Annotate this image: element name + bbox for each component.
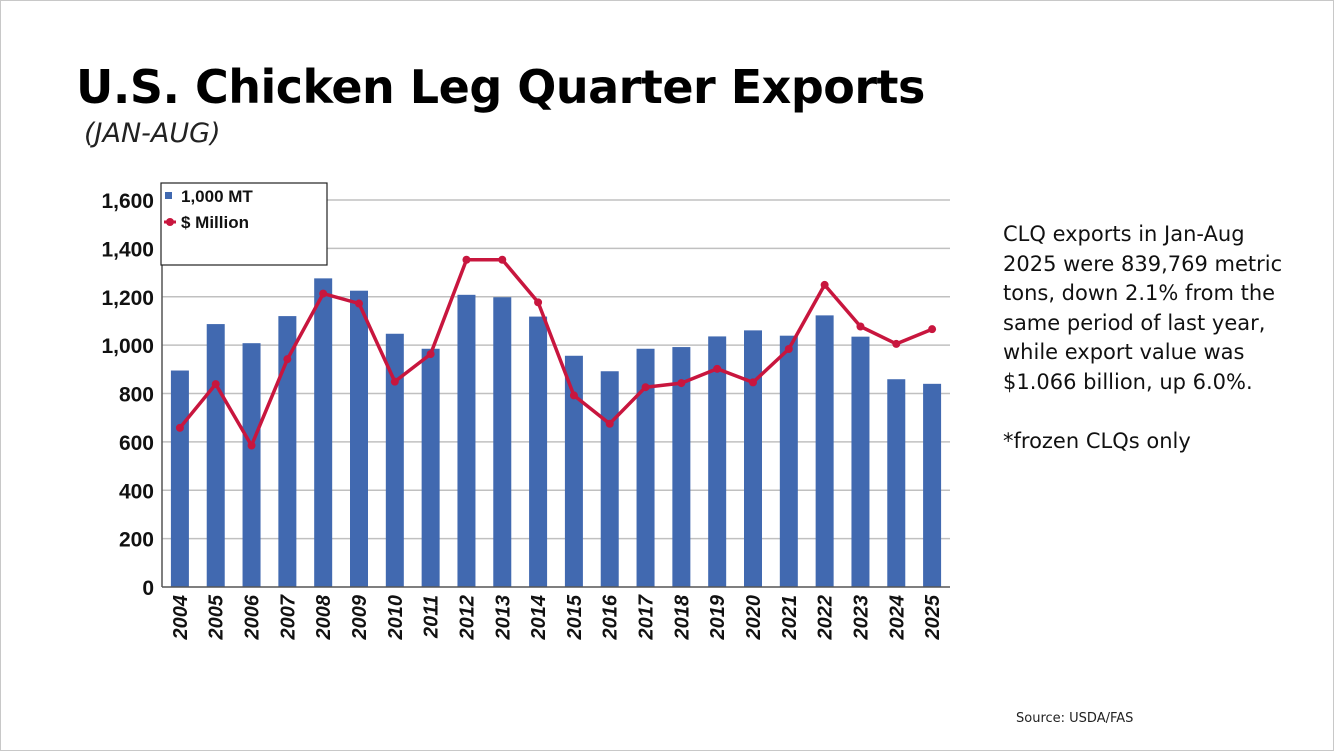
- bar-2007: [278, 316, 297, 587]
- line-series: [175, 255, 937, 450]
- summary-footnote: *frozen CLQs only: [1003, 429, 1191, 453]
- point-2018: [677, 379, 686, 388]
- bar-2010: [385, 333, 404, 587]
- bar-2018: [672, 347, 691, 587]
- point-2014: [534, 298, 543, 307]
- point-2005: [211, 380, 220, 389]
- bar-2019: [708, 336, 727, 587]
- bar-2021: [779, 335, 798, 587]
- bar-2020: [744, 330, 762, 587]
- page-title: U.S. Chicken Leg Quarter Exports: [76, 60, 925, 114]
- page-subtitle: (JAN-AUG): [84, 118, 221, 149]
- x-tick-label: 2011: [421, 595, 443, 639]
- point-2016: [605, 419, 614, 428]
- point-2021: [784, 344, 793, 353]
- point-2004: [175, 423, 184, 432]
- summary-text: CLQ exports in Jan-Aug 2025 were 839,769…: [1003, 220, 1303, 457]
- line-dollar-million: [178, 257, 933, 448]
- tick-labels: 0 200 400 600 800 1,000 1,200 1,400 1,600 2004 200…: [101, 190, 944, 641]
- bar-2008: [314, 278, 333, 587]
- y-tick-label: 1,000: [101, 335, 154, 358]
- point-2012: [462, 255, 471, 264]
- x-tick-label: 2020: [743, 595, 765, 641]
- point-2025: [928, 325, 937, 334]
- x-tick-label: 2013: [492, 595, 514, 641]
- x-tick-label: 2010: [385, 595, 407, 641]
- bar-2009: [350, 290, 368, 587]
- x-tick-label: 2019: [707, 594, 729, 640]
- legend-label-bars: 1,000 MT: [181, 187, 253, 206]
- point-2013: [498, 255, 507, 264]
- point-2009: [355, 299, 363, 308]
- point-2017: [641, 383, 650, 392]
- source-note: Source: USDA/FAS: [1016, 711, 1134, 726]
- y-tick-label: 200: [119, 529, 154, 552]
- y-tick-label: 1,600: [101, 190, 154, 213]
- x-tick-label: 2005: [206, 594, 228, 640]
- summary-paragraph: CLQ exports in Jan-Aug 2025 were 839,769…: [1003, 222, 1283, 394]
- legend-box: [160, 182, 328, 266]
- point-2024: [892, 339, 901, 348]
- bar-2012: [457, 294, 476, 587]
- bar-2015: [564, 355, 583, 587]
- point-2020: [749, 378, 757, 387]
- y-tick-label: 600: [119, 432, 154, 455]
- y-tick-label: 1,400: [101, 238, 154, 261]
- x-tick-label: 2025: [922, 594, 944, 640]
- point-2022: [820, 280, 829, 289]
- bar-2024: [887, 379, 906, 587]
- bar-2004: [170, 370, 189, 587]
- point-2015: [569, 391, 578, 400]
- bar-2016: [600, 371, 619, 587]
- x-tick-label: 2012: [456, 595, 478, 641]
- y-tick-label: 1,200: [101, 287, 154, 310]
- point-2008: [319, 289, 328, 298]
- x-tick-label: 2022: [815, 595, 837, 641]
- x-tick-label: 2021: [779, 595, 801, 641]
- point-2023: [856, 322, 865, 331]
- bar-series: [170, 278, 942, 587]
- x-tick-label: 2017: [636, 594, 658, 640]
- point-2019: [713, 364, 722, 373]
- y-tick-label: 0: [142, 577, 154, 600]
- bar-2014: [529, 316, 548, 587]
- x-tick-label: 2024: [886, 595, 908, 641]
- point-2006: [247, 441, 256, 450]
- x-tick-label: 2008: [313, 594, 335, 640]
- point-2011: [426, 350, 435, 359]
- y-tick-label: 400: [119, 480, 154, 503]
- legend-line-marker: [166, 218, 174, 226]
- x-tick-label: 2018: [671, 594, 693, 640]
- bar-2013: [493, 297, 512, 587]
- x-tick-label: 2014: [528, 595, 550, 641]
- x-tick-label: 2006: [242, 594, 264, 640]
- x-tick-label: 2009: [349, 594, 371, 640]
- bar-2017: [636, 348, 655, 587]
- x-tick-label: 2016: [600, 594, 622, 640]
- x-tick-label: 2007: [277, 594, 299, 640]
- bar-2005: [206, 324, 225, 587]
- y-tick-label: 800: [119, 384, 154, 407]
- legend-bar-swatch: [165, 192, 172, 199]
- chart: 0 200 400 600 800 1,000 1,200 1,400 1,600 2004 200…: [101, 182, 950, 641]
- bar-2023: [851, 336, 870, 587]
- point-2010: [390, 377, 399, 386]
- bar-2022: [815, 315, 834, 587]
- bar-2006: [242, 343, 261, 587]
- x-tick-label: 2015: [564, 594, 586, 640]
- bar-2011: [421, 348, 440, 587]
- point-2007: [283, 355, 292, 364]
- legend-label-line: $ Million: [181, 213, 249, 232]
- x-tick-label: 2023: [850, 595, 872, 641]
- bar-2025: [923, 383, 942, 587]
- legend: 1,000 MT $ Million: [160, 182, 328, 266]
- x-tick-label: 2004: [170, 595, 192, 641]
